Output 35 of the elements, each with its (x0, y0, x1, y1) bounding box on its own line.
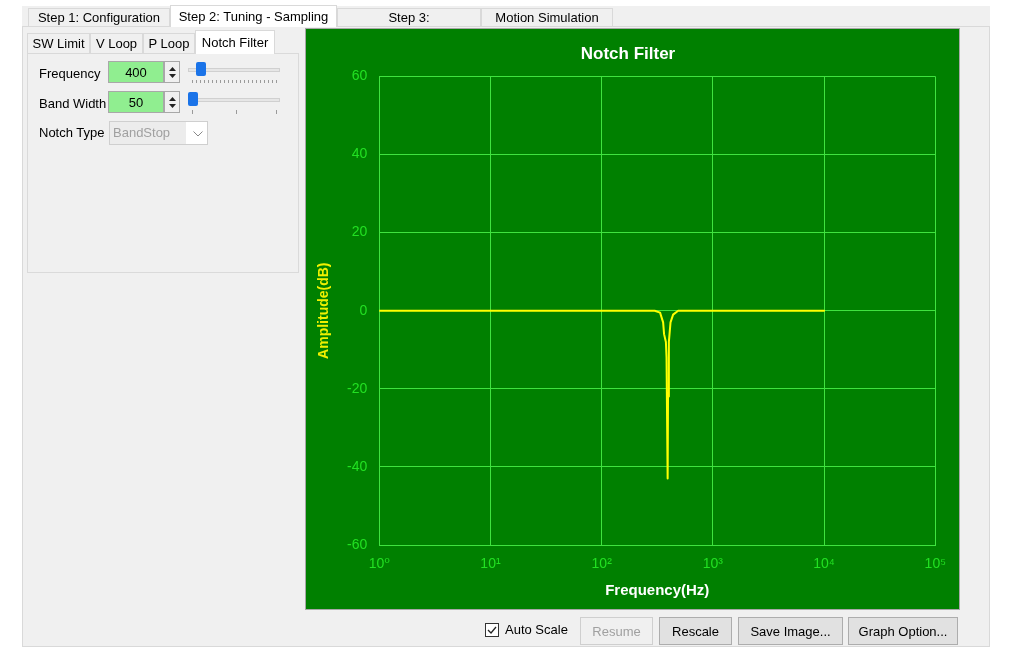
tab: V Loop (90, 33, 143, 54)
y-tick-label: -40 (347, 457, 368, 474)
text: Notch Type (39, 125, 105, 140)
button: Rescale (659, 617, 732, 645)
y-tick-label: 0 (359, 301, 368, 318)
text: Frequency (39, 66, 101, 81)
x-tick-label: 10³ (702, 554, 724, 571)
tab: Motion Simulation (481, 8, 613, 27)
y-tick-label: -20 (347, 379, 368, 396)
tab: Step 2: Tuning - Sampling (170, 5, 337, 27)
number-field: 400 (108, 61, 164, 83)
y-axis-title: Amplitude(dB) (314, 262, 331, 359)
y-tick-label: 20 (351, 223, 368, 240)
y-tick-label: -60 (347, 535, 368, 552)
text: Band Width (39, 96, 107, 111)
tab: P Loop (143, 33, 195, 54)
chart-title: Notch Filter (580, 43, 676, 63)
text: Auto Scale (505, 622, 568, 637)
button: Graph Option... (848, 617, 958, 645)
tab: Notch Filter (195, 30, 275, 54)
x-tick-label: 10⁰ (368, 554, 391, 571)
dropdown: BandStop (109, 121, 208, 145)
tab: SW Limit (27, 33, 90, 54)
y-tick-label: 40 (351, 145, 368, 162)
number-field: 50 (108, 91, 164, 113)
button: Save Image... (738, 617, 843, 645)
x-tick-label: 10⁵ (924, 554, 947, 571)
x-axis-title: Frequency(Hz) (605, 580, 710, 598)
tab: Step 3: (337, 8, 481, 27)
button: Resume (580, 617, 653, 645)
x-tick-label: 10¹ (480, 554, 501, 571)
x-tick-label: 10⁴ (813, 554, 835, 571)
tab: Step 1: Configuration (28, 8, 170, 27)
x-tick-label: 10² (591, 554, 613, 571)
y-tick-label: 60 (351, 67, 368, 84)
